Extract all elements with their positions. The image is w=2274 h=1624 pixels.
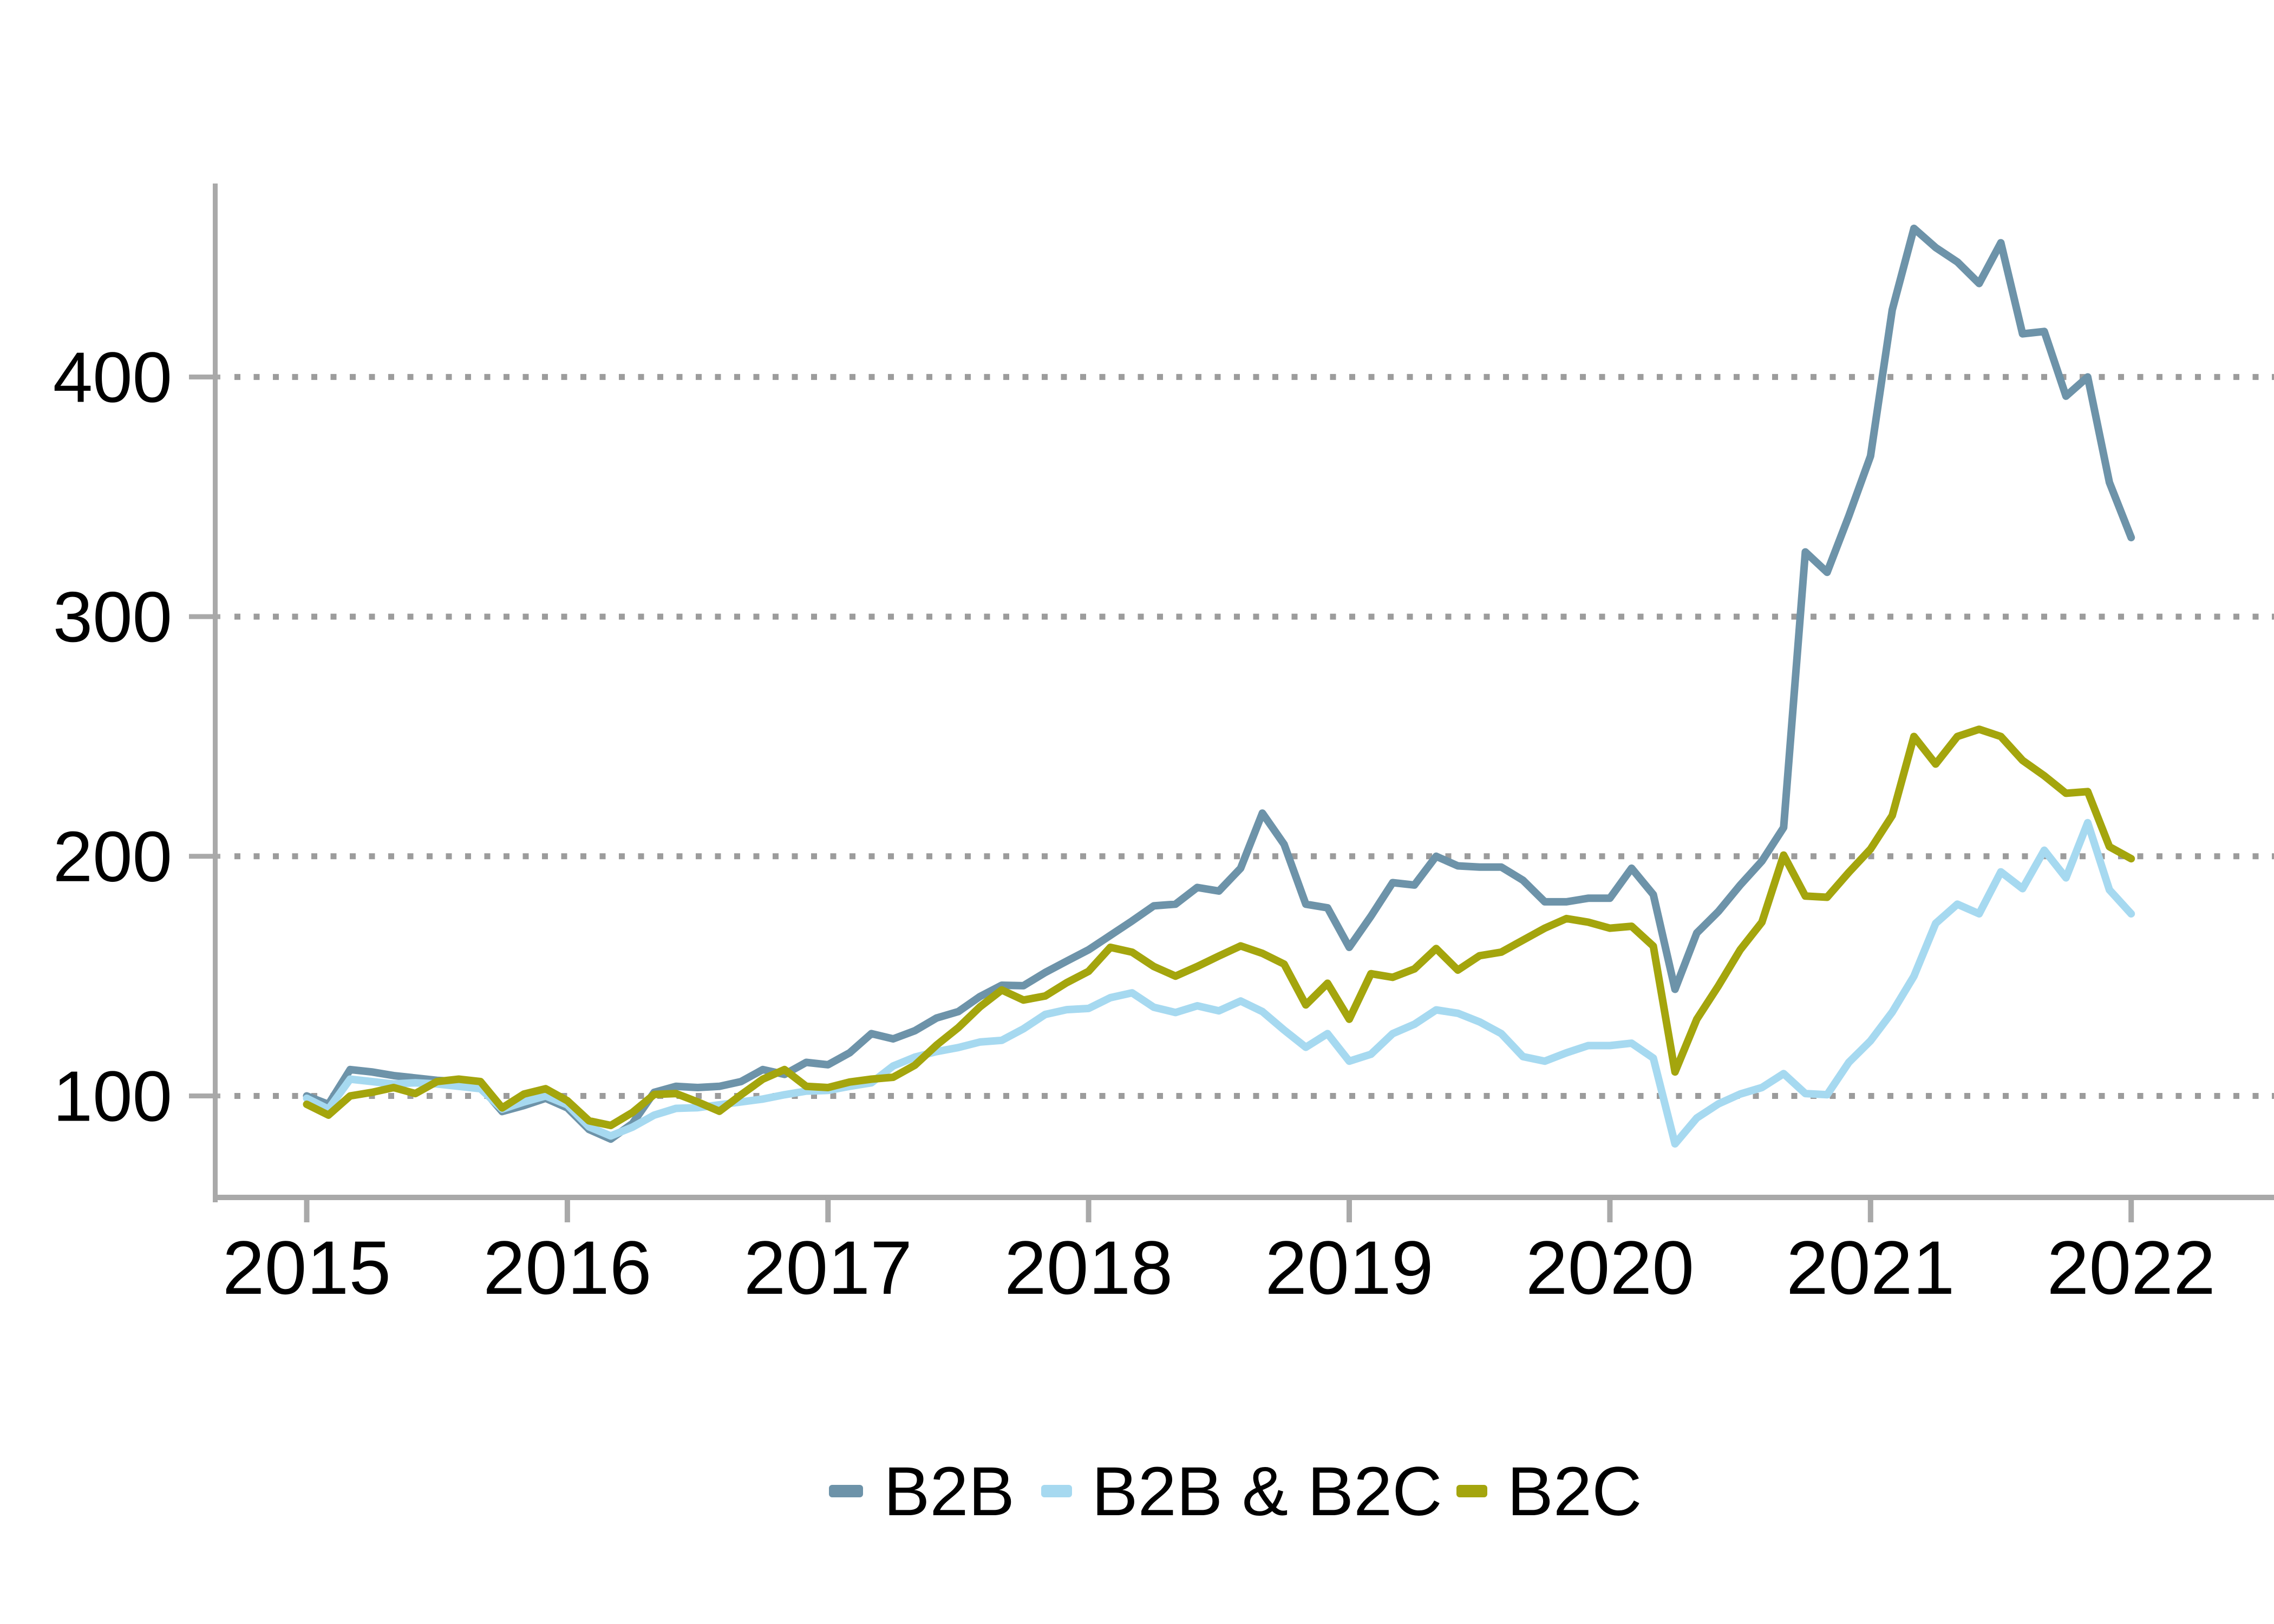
svg-text:2017: 2017 <box>744 1225 912 1310</box>
svg-text:2016: 2016 <box>483 1225 651 1310</box>
svg-text:400: 400 <box>53 337 172 417</box>
svg-text:100: 100 <box>53 1057 172 1136</box>
svg-text:B2B & B2C: B2B & B2C <box>1092 1453 1442 1530</box>
svg-text:2018: 2018 <box>1004 1225 1173 1310</box>
svg-text:2022: 2022 <box>2047 1225 2215 1310</box>
svg-text:B2B: B2B <box>884 1453 1015 1530</box>
svg-text:B2C: B2C <box>1507 1453 1642 1530</box>
svg-text:2019: 2019 <box>1265 1225 1433 1310</box>
svg-text:2015: 2015 <box>223 1225 391 1310</box>
svg-text:2020: 2020 <box>1526 1225 1694 1310</box>
svg-text:2021: 2021 <box>1786 1225 1955 1310</box>
svg-text:200: 200 <box>53 817 172 896</box>
svg-text:300: 300 <box>53 577 172 657</box>
